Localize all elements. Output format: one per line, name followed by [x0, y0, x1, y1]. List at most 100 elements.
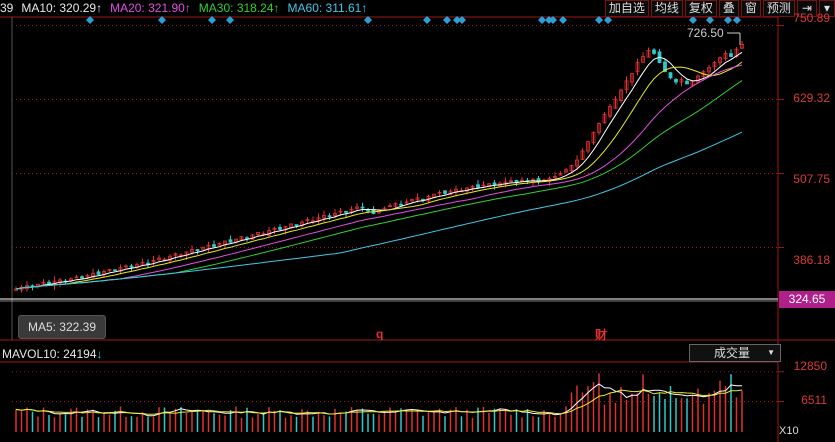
- volume-bars: [15, 373, 743, 432]
- ma10-line: [15, 61, 743, 290]
- volume-dropdown-label: 成交量: [714, 346, 751, 360]
- candle-body: [91, 272, 95, 278]
- event-diamond: [458, 16, 466, 24]
- candle-body: [740, 43, 744, 49]
- candle-body: [635, 62, 640, 73]
- ma30-label: MA30: 318.24↑: [198, 1, 280, 15]
- ma5-tooltip: MA5: 322.39: [18, 315, 106, 339]
- candle-body: [415, 197, 420, 201]
- event-markers: [86, 16, 741, 24]
- chevron-down-icon[interactable]: ▾: [818, 0, 835, 17]
- price-label-1: 750.89: [793, 11, 830, 25]
- candle-body: [591, 132, 596, 143]
- mavol-label: MAVOL10: 24194: [2, 347, 97, 361]
- mavol-arrow: ↓: [96, 347, 103, 361]
- candle-body: [157, 257, 161, 260]
- vol-ma10-line: [15, 389, 743, 415]
- candle-body: [195, 249, 200, 252]
- candle-body: [190, 249, 194, 253]
- event-diamond: [604, 16, 612, 24]
- candle-body: [718, 57, 722, 64]
- event-diamond: [559, 16, 567, 24]
- candle-body: [575, 159, 579, 167]
- candle-body: [465, 187, 469, 192]
- candle-body: [272, 227, 277, 231]
- event-diamond: [595, 16, 603, 24]
- ma-legend-bar: 39 MA10: 320.29↑ MA20: 321.90↑ MA30: 318…: [0, 0, 367, 17]
- event-diamond: [443, 16, 451, 24]
- candle-body: [613, 98, 618, 109]
- event-diamond: [689, 16, 697, 24]
- candle-body: [685, 80, 689, 85]
- candle-body: [470, 185, 475, 189]
- event-mark-q[interactable]: q: [376, 327, 384, 341]
- vol-ma5-line: [15, 383, 742, 417]
- candle-body: [564, 169, 568, 173]
- candle-body: [679, 79, 684, 83]
- event-diamond: [364, 16, 372, 24]
- event-diamond: [423, 16, 431, 24]
- ma-line-button[interactable]: 均线: [650, 0, 683, 17]
- candle-body: [558, 172, 563, 176]
- event-diamond: [549, 16, 557, 24]
- candle-body: [47, 281, 51, 284]
- candle-body: [344, 210, 348, 213]
- adjust-button[interactable]: 复权: [684, 0, 717, 17]
- candle-body: [586, 141, 590, 152]
- volume-ma-lines: [15, 383, 743, 417]
- ma30-line: [15, 80, 743, 290]
- candle-body: [624, 80, 629, 90]
- volume-unit: X10: [779, 425, 799, 437]
- candle-body: [443, 190, 447, 194]
- event-diamond: [706, 16, 714, 24]
- price-label-3: 507.75: [793, 172, 830, 186]
- candle-body: [663, 61, 667, 73]
- candle-body: [553, 176, 557, 178]
- candle-body: [338, 210, 343, 213]
- candle-body: [107, 269, 112, 272]
- candlesticks: [14, 40, 744, 293]
- candle-body: [256, 232, 260, 235]
- forecast-button[interactable]: 预测: [762, 0, 795, 17]
- candle-body: [85, 275, 90, 278]
- candle-body: [729, 53, 733, 57]
- candle-body: [481, 184, 486, 187]
- ma5-line: [15, 51, 743, 290]
- current-price-label: 324.65: [779, 291, 835, 308]
- candle-body: [228, 239, 233, 243]
- candle-body: [641, 56, 645, 63]
- event-diamond: [158, 16, 166, 24]
- add-watchlist-button[interactable]: 加自选: [604, 0, 649, 17]
- candle-body: [509, 180, 513, 183]
- dropdown-arrow-icon: ▼: [767, 348, 775, 357]
- ma-prefix: 39: [0, 1, 14, 15]
- ma60-label: MA60: 311.61↑: [287, 1, 368, 15]
- candle-body: [569, 165, 574, 172]
- candle-body: [245, 237, 249, 240]
- chart-toolbar: 加自选 均线 复权 叠 窗 预测 ⇥ ▾: [603, 0, 835, 17]
- candle-body: [597, 123, 601, 133]
- volume-grid: [12, 371, 784, 402]
- candle-body: [113, 269, 117, 272]
- candle-body: [124, 265, 128, 268]
- candle-body: [250, 234, 255, 240]
- candle-body: [674, 79, 678, 83]
- candle-body: [608, 106, 612, 117]
- candle-body: [14, 288, 18, 291]
- candle-body: [278, 226, 282, 230]
- volume-indicator-dropdown[interactable]: 成交量 ▼: [689, 344, 781, 362]
- pin-icon[interactable]: ⇥: [796, 0, 817, 17]
- event-mark-finance[interactable]: 财: [595, 328, 608, 342]
- overlay-button[interactable]: 叠: [718, 0, 739, 17]
- candle-body: [696, 75, 700, 83]
- candle-body: [102, 270, 106, 275]
- candle-body: [305, 219, 310, 222]
- candle-body: [602, 113, 607, 124]
- candle-body: [652, 49, 656, 54]
- candle-body: [723, 53, 728, 60]
- candle-body: [580, 150, 585, 160]
- candle-body: [239, 236, 244, 240]
- window-button[interactable]: 窗: [740, 0, 761, 17]
- event-diamond: [538, 16, 546, 24]
